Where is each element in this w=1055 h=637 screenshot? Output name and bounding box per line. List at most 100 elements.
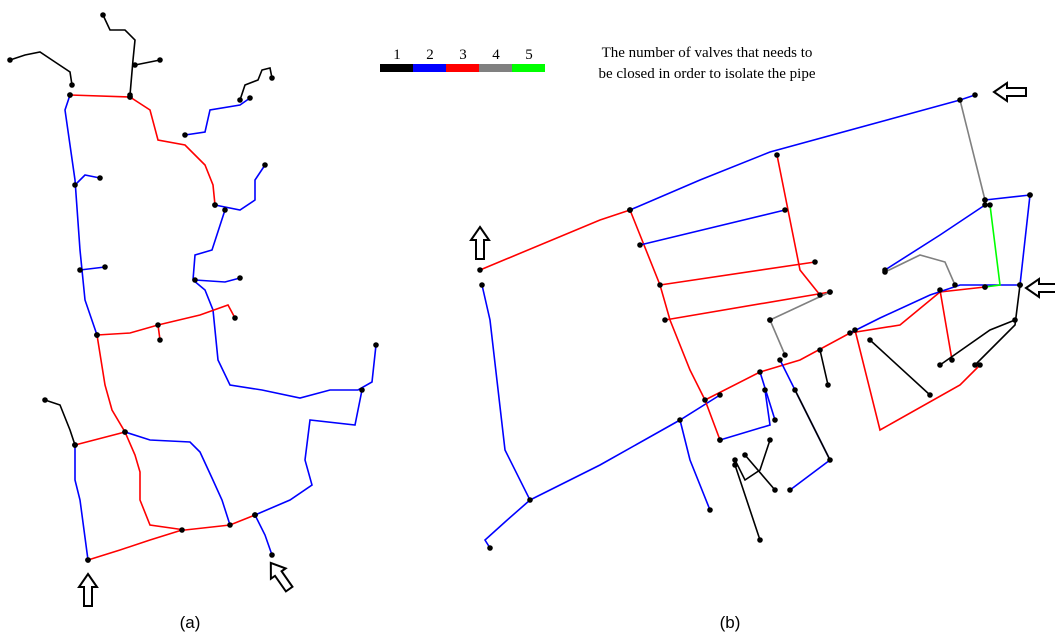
- valve: [97, 175, 103, 181]
- pipe: [96, 304, 236, 336]
- pipe: [629, 209, 721, 441]
- valve: [487, 545, 493, 551]
- pipe: [959, 99, 986, 201]
- valve: [787, 487, 793, 493]
- pipe: [239, 67, 273, 101]
- valve: [982, 284, 988, 290]
- pipe: [9, 51, 73, 86]
- pipe: [974, 284, 1021, 366]
- valve: [1027, 192, 1033, 198]
- valve: [222, 207, 228, 213]
- legend: 1 2 3 4 5: [380, 47, 545, 72]
- valve: [774, 152, 780, 158]
- valve: [212, 202, 218, 208]
- arrow: [992, 81, 1027, 103]
- valve: [1012, 317, 1018, 323]
- valve: [477, 267, 483, 273]
- pipe: [734, 439, 771, 482]
- valve: [742, 452, 748, 458]
- pipe: [254, 389, 363, 516]
- valve: [817, 292, 823, 298]
- valve: [94, 332, 100, 338]
- valve: [949, 357, 955, 363]
- valve: [777, 357, 783, 363]
- valve: [182, 132, 188, 138]
- valve: [102, 264, 108, 270]
- pipe: [759, 371, 776, 421]
- pipe: [529, 394, 721, 501]
- valve: [732, 457, 738, 463]
- valve: [792, 387, 798, 393]
- legend-swatch: [479, 64, 512, 72]
- valve: [937, 362, 943, 368]
- pipe-networks: [7, 12, 1055, 607]
- pipe: [69, 94, 131, 98]
- valve: [677, 417, 683, 423]
- pipe: [884, 254, 956, 286]
- valve: [269, 552, 275, 558]
- valve: [157, 57, 163, 63]
- valve: [825, 382, 831, 388]
- valve: [987, 202, 993, 208]
- valve: [69, 82, 75, 88]
- valve: [717, 437, 723, 443]
- legend-label: 4: [492, 47, 500, 63]
- pipe: [744, 454, 776, 491]
- valve: [782, 207, 788, 213]
- valve: [847, 330, 853, 336]
- pipe: [44, 399, 76, 446]
- valve: [812, 259, 818, 265]
- valve: [127, 94, 133, 100]
- valve: [827, 457, 833, 463]
- pipe: [776, 154, 821, 296]
- valve: [155, 322, 161, 328]
- pipe: [184, 97, 251, 136]
- legend-text: be closed in order to isolate the pipe: [598, 66, 815, 82]
- valve: [527, 497, 533, 503]
- valve: [237, 275, 243, 281]
- pipe: [481, 284, 531, 549]
- valve: [702, 397, 708, 403]
- pipe: [819, 349, 829, 386]
- valve: [762, 387, 768, 393]
- arrow: [1024, 277, 1055, 299]
- valve: [1017, 282, 1023, 288]
- pipe: [939, 289, 953, 361]
- valve: [122, 429, 128, 435]
- pipe: [849, 284, 1020, 334]
- pipe: [134, 59, 161, 66]
- valve: [42, 397, 48, 403]
- pipe: [659, 261, 816, 286]
- valve: [717, 392, 723, 398]
- pipe: [87, 529, 183, 561]
- legend-label: 1: [393, 47, 401, 63]
- pipe: [194, 277, 241, 283]
- pipe: [102, 14, 136, 96]
- valve: [373, 342, 379, 348]
- valve: [359, 387, 365, 393]
- pipe: [939, 319, 1016, 366]
- valve: [247, 95, 253, 101]
- valve: [957, 97, 963, 103]
- pipe: [214, 164, 266, 211]
- legend-swatch: [446, 64, 479, 72]
- pipe: [779, 359, 832, 491]
- valve: [232, 315, 238, 321]
- pipe: [74, 174, 101, 186]
- pipe: [124, 431, 231, 526]
- valve: [7, 57, 13, 63]
- valve: [977, 362, 983, 368]
- valve: [262, 162, 268, 168]
- valve: [72, 442, 78, 448]
- legend-swatch: [512, 64, 545, 72]
- pipe: [794, 389, 831, 461]
- pipe: [129, 96, 216, 206]
- valve: [192, 277, 198, 283]
- legend-label: 3: [459, 47, 467, 63]
- pipe: [1019, 194, 1031, 286]
- valve: [132, 62, 138, 68]
- valve: [972, 362, 978, 368]
- valve: [85, 557, 91, 563]
- valve: [252, 512, 258, 518]
